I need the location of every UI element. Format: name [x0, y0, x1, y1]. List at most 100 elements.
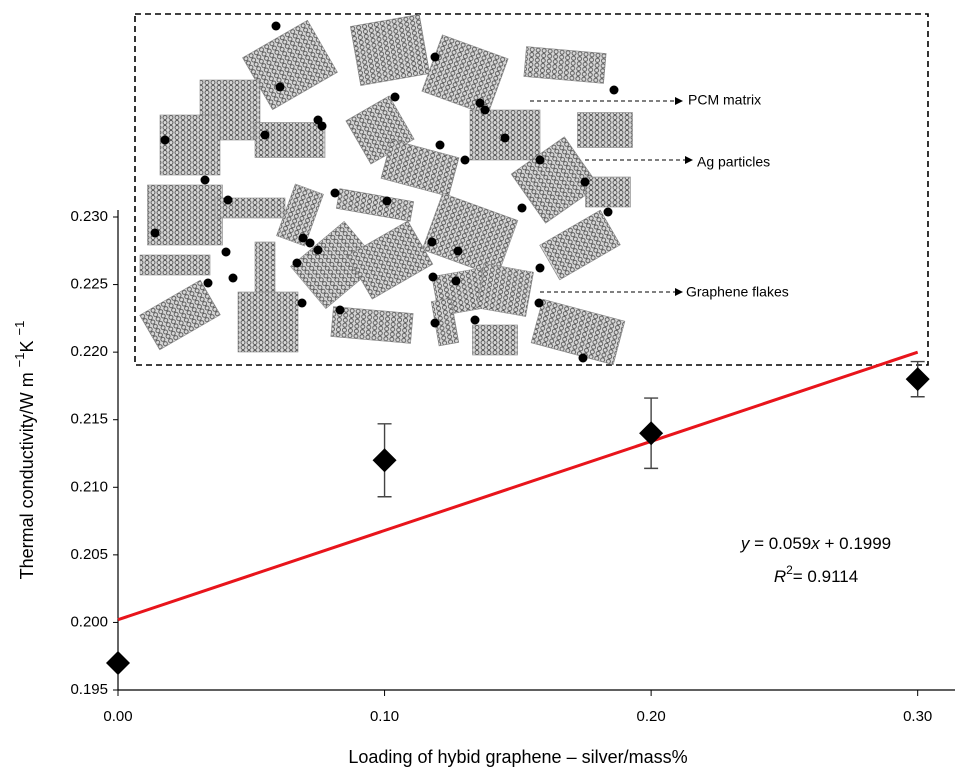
particle [535, 263, 545, 273]
y-tick-label: 0.210 [70, 478, 108, 495]
particle [451, 276, 461, 286]
particle [275, 82, 285, 92]
flake [530, 298, 626, 366]
particle [578, 353, 588, 363]
particle [160, 135, 170, 145]
particle [475, 98, 485, 108]
flake [254, 122, 326, 158]
particle [430, 318, 440, 328]
r2-part: 2 [786, 563, 793, 577]
inset-label: Ag particles [697, 154, 770, 170]
particle [221, 247, 231, 257]
flake [421, 34, 509, 116]
flake [147, 184, 223, 246]
particle [292, 258, 302, 268]
data-point [106, 650, 130, 675]
inset-label: PCM matrix [688, 92, 761, 108]
trend-line [117, 350, 919, 622]
particle [430, 52, 440, 62]
particle [305, 238, 315, 248]
y-tick-label: 0.220 [70, 343, 108, 360]
particle [480, 105, 490, 115]
flake [577, 112, 633, 148]
particle [453, 246, 463, 256]
x-tick-label: 0.30 [903, 708, 932, 725]
y-label-part: −1 [12, 352, 27, 367]
particle [203, 278, 213, 288]
data-point [372, 448, 397, 473]
equation-part: = 0.059 [749, 534, 811, 553]
particle [609, 85, 619, 95]
particle [260, 130, 270, 140]
particle [150, 228, 160, 238]
flake [159, 114, 221, 176]
particle [580, 177, 590, 187]
flake [421, 192, 519, 278]
flake [214, 197, 286, 219]
flake [276, 183, 324, 247]
y-label-part: Thermal conductivity/W m [17, 367, 37, 579]
particle [603, 207, 613, 217]
flake [585, 176, 631, 208]
flake [237, 291, 299, 353]
r-squared: R2= 0.9114 [774, 563, 858, 586]
particle [297, 298, 307, 308]
particle [382, 196, 392, 206]
particle [223, 195, 233, 205]
data-point [639, 421, 664, 446]
particle [271, 21, 281, 31]
equation-part: x [810, 534, 820, 553]
x-axis-label: Loading of hybid graphene – silver/mass% [348, 747, 687, 767]
particle [200, 175, 210, 185]
particle [428, 272, 438, 282]
flake [349, 14, 431, 86]
particle [427, 237, 437, 247]
y-label-part: −1 [12, 321, 27, 336]
flake [290, 221, 380, 309]
y-label-part: K [17, 335, 37, 352]
particle [335, 305, 345, 315]
flake [476, 263, 534, 317]
particle [298, 233, 308, 243]
flake [330, 306, 414, 344]
y-axis-label: Thermal conductivity/W m −1K −1 [12, 321, 36, 580]
particle [517, 203, 527, 213]
ag-particles [150, 21, 619, 363]
particle [460, 155, 470, 165]
x-tick-label: 0.10 [370, 708, 399, 725]
particle [390, 92, 400, 102]
flake [335, 188, 415, 222]
r2-part: R [774, 567, 786, 586]
particle [435, 140, 445, 150]
x-tick-label: 0.00 [103, 708, 132, 725]
particle [534, 298, 544, 308]
particle [470, 315, 480, 325]
flake [380, 139, 460, 197]
flake [139, 254, 211, 276]
y-tick-label: 0.205 [70, 546, 108, 563]
flake [472, 324, 518, 356]
particle [500, 133, 510, 143]
data-point [905, 367, 930, 392]
particle [313, 245, 323, 255]
flake [523, 46, 607, 84]
y-tick-label: 0.225 [70, 276, 108, 293]
inset-frame [134, 13, 929, 366]
r2-part: = 0.9114 [793, 567, 858, 586]
graphene-flakes [139, 14, 633, 366]
inset-diagram: PCM matrix Ag particles Graphene flakes [134, 13, 929, 366]
flake [539, 209, 621, 281]
y-tick-label: 0.200 [70, 613, 108, 630]
particle [330, 188, 340, 198]
flake [510, 136, 600, 224]
x-tick-label: 0.20 [637, 708, 666, 725]
flake [346, 220, 434, 300]
inset-label: Graphene flakes [686, 284, 789, 300]
y-tick-label: 0.215 [70, 411, 108, 428]
particle [535, 155, 545, 165]
equation-part: + 0.1999 [820, 534, 891, 553]
flake [139, 279, 221, 351]
y-tick-label: 0.195 [70, 681, 108, 698]
equation: y = 0.059x + 0.1999 [740, 534, 891, 553]
